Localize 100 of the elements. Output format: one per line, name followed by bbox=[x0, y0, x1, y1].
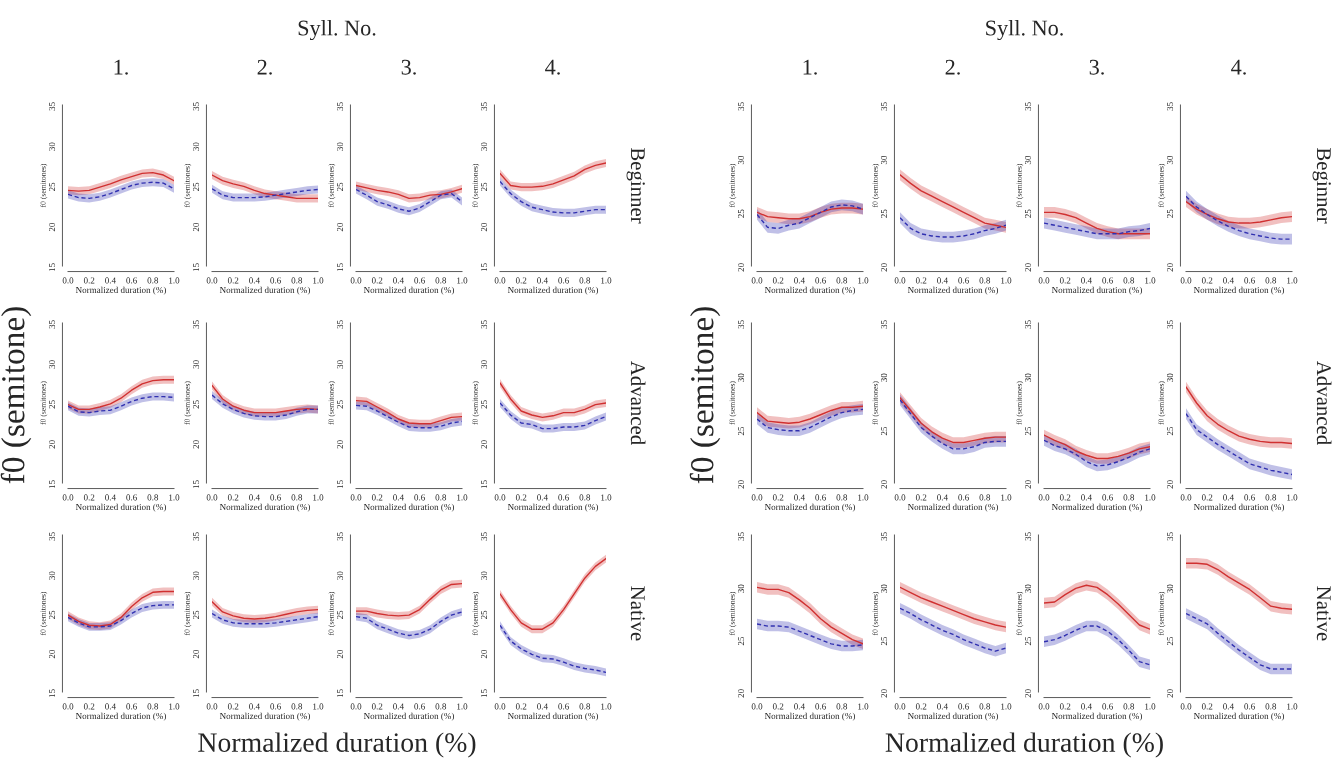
x-tick-label: 0.8 bbox=[291, 277, 303, 284]
x-tick-label: 0.4 bbox=[937, 494, 948, 501]
y-tick-label: 35 bbox=[880, 532, 888, 541]
y-tick-label: 20 bbox=[880, 263, 888, 272]
y-tick-label: 30 bbox=[1166, 373, 1174, 382]
x-axis-title: Normalized duration (%) bbox=[1193, 503, 1284, 512]
x-tick-label: 0.8 bbox=[435, 494, 447, 501]
x-tick-label: 0.6 bbox=[1102, 277, 1113, 284]
x-tick-label: 0.8 bbox=[979, 494, 991, 501]
x-tick-label: 1.0 bbox=[1145, 494, 1156, 501]
y-tick-label: 25 bbox=[1024, 636, 1032, 646]
x-tick-label: 1.0 bbox=[1145, 703, 1156, 710]
y-tick-label: 30 bbox=[880, 373, 888, 382]
x-tick-label: 1.0 bbox=[858, 277, 869, 284]
x-tick-label: 0.4 bbox=[105, 277, 116, 284]
x-axis-title: Normalized duration (%) bbox=[907, 712, 998, 721]
y-tick-label: 15 bbox=[337, 689, 344, 698]
x-tick-label: 0.4 bbox=[537, 277, 548, 284]
x-axis-title: Normalized duration (%) bbox=[1051, 712, 1142, 721]
y-tick-label: 35 bbox=[1166, 532, 1174, 541]
x-tick-label: 0.8 bbox=[1123, 277, 1135, 284]
x-tick-label: 0.2 bbox=[83, 494, 95, 501]
y-tick-label: 30 bbox=[336, 142, 344, 151]
x-tick-label: 0.6 bbox=[414, 703, 425, 710]
y-tick-label: 25 bbox=[480, 610, 488, 619]
y-tick-label: 15 bbox=[49, 689, 56, 698]
y-tick-label: 15 bbox=[481, 480, 488, 489]
x-tick-label: 0.0 bbox=[894, 703, 906, 710]
y-tick-label: 20 bbox=[192, 440, 200, 449]
x-tick-label: 0.2 bbox=[1201, 494, 1213, 501]
y-tick-label: 20 bbox=[480, 649, 488, 659]
x-tick-label: 0.0 bbox=[1180, 494, 1192, 501]
x-tick-label: 0.4 bbox=[393, 494, 404, 501]
y-tick-label: 30 bbox=[1166, 584, 1174, 593]
x-tick-label: 0.2 bbox=[515, 277, 527, 284]
x-tick-label: 1.0 bbox=[169, 703, 180, 710]
x-axis-title: Normalized duration (%) bbox=[75, 286, 166, 295]
x-tick-label: 0.8 bbox=[147, 494, 159, 501]
x-tick-label: 0.6 bbox=[558, 494, 569, 501]
y-tick-label: 20 bbox=[1166, 480, 1174, 489]
x-tick-label: 0.6 bbox=[126, 277, 137, 284]
y-tick-label: 30 bbox=[192, 142, 200, 151]
y-tick-label: 30 bbox=[1024, 584, 1032, 593]
x-axis-title: Normalized duration (%) bbox=[764, 286, 855, 295]
y-tick-label: 25 bbox=[1166, 209, 1174, 218]
x-tick-label: 0.4 bbox=[1081, 703, 1092, 710]
x-tick-label: 0.6 bbox=[815, 703, 826, 710]
x-tick-label: 0.0 bbox=[350, 703, 362, 710]
y-tick-label: 25 bbox=[880, 426, 888, 436]
x-tick-label: 0.4 bbox=[249, 494, 260, 501]
y-tick-label: 25 bbox=[336, 182, 344, 191]
y-tick-label: 35 bbox=[48, 532, 56, 541]
x-tick-label: 0.0 bbox=[751, 277, 763, 284]
text: Native bbox=[1316, 586, 1331, 641]
x-tick-label: 0.4 bbox=[794, 277, 805, 284]
x-axis-title: Normalized duration (%) bbox=[907, 503, 998, 512]
text: f0 (semitone) bbox=[689, 307, 721, 484]
x-tick-label: 0.8 bbox=[435, 703, 447, 710]
y-tick-label: 30 bbox=[480, 360, 488, 369]
y-tick-label: 20 bbox=[1166, 263, 1174, 272]
y-tick-label: 35 bbox=[48, 102, 56, 111]
x-tick-label: 1.0 bbox=[1287, 277, 1298, 284]
x-tick-label: 0.2 bbox=[83, 277, 95, 284]
text: Beginner bbox=[626, 147, 645, 224]
x-tick-label: 0.4 bbox=[105, 494, 116, 501]
y-tick-label: 25 bbox=[1166, 636, 1174, 646]
y-tick-label: 30 bbox=[1024, 373, 1032, 382]
x-tick-label: 0.0 bbox=[494, 494, 506, 501]
x-tick-label: 0.8 bbox=[1265, 703, 1277, 710]
x-tick-label: 0.4 bbox=[1223, 494, 1234, 501]
x-tick-label: 0.0 bbox=[751, 703, 763, 710]
y-tick-label: 20 bbox=[192, 222, 200, 232]
x-tick-label: 0.4 bbox=[249, 703, 260, 710]
y-tick-label: 20 bbox=[48, 649, 56, 659]
x-axis-title: Normalized duration (%) bbox=[1051, 503, 1142, 512]
x-tick-label: 0.8 bbox=[291, 494, 303, 501]
x-tick-label: 0.4 bbox=[537, 494, 548, 501]
y-tick-label: 25 bbox=[1024, 209, 1032, 218]
x-axis-title: Normalized duration (%) bbox=[363, 503, 454, 512]
x-tick-label: 1.0 bbox=[601, 494, 612, 501]
y-tick-label: 35 bbox=[48, 320, 56, 329]
x-tick-label: 0.8 bbox=[836, 277, 848, 284]
x-tick-label: 0.4 bbox=[1223, 277, 1234, 284]
y-tick-label: 20 bbox=[336, 649, 344, 659]
y-tick-label: 35 bbox=[480, 320, 488, 329]
x-tick-label: 1.0 bbox=[313, 277, 324, 284]
x-tick-label: 1.0 bbox=[313, 703, 324, 710]
x-tick-label: 1.0 bbox=[1001, 277, 1012, 284]
y-tick-label: 20 bbox=[480, 222, 488, 232]
x-tick-label: 0.0 bbox=[1038, 703, 1050, 710]
y-tick-label: 20 bbox=[737, 689, 745, 698]
x-tick-label: 0.8 bbox=[1123, 703, 1135, 710]
x-tick-label: 1.0 bbox=[169, 494, 180, 501]
x-tick-label: 0.2 bbox=[915, 494, 927, 501]
x-tick-label: 0.0 bbox=[62, 277, 74, 284]
y-tick-label: 20 bbox=[192, 649, 200, 659]
x-tick-label: 1.0 bbox=[601, 703, 612, 710]
y-tick-label: 20 bbox=[880, 480, 888, 489]
y-tick-label: 20 bbox=[737, 263, 745, 272]
x-tick-label: 0.8 bbox=[1123, 494, 1135, 501]
